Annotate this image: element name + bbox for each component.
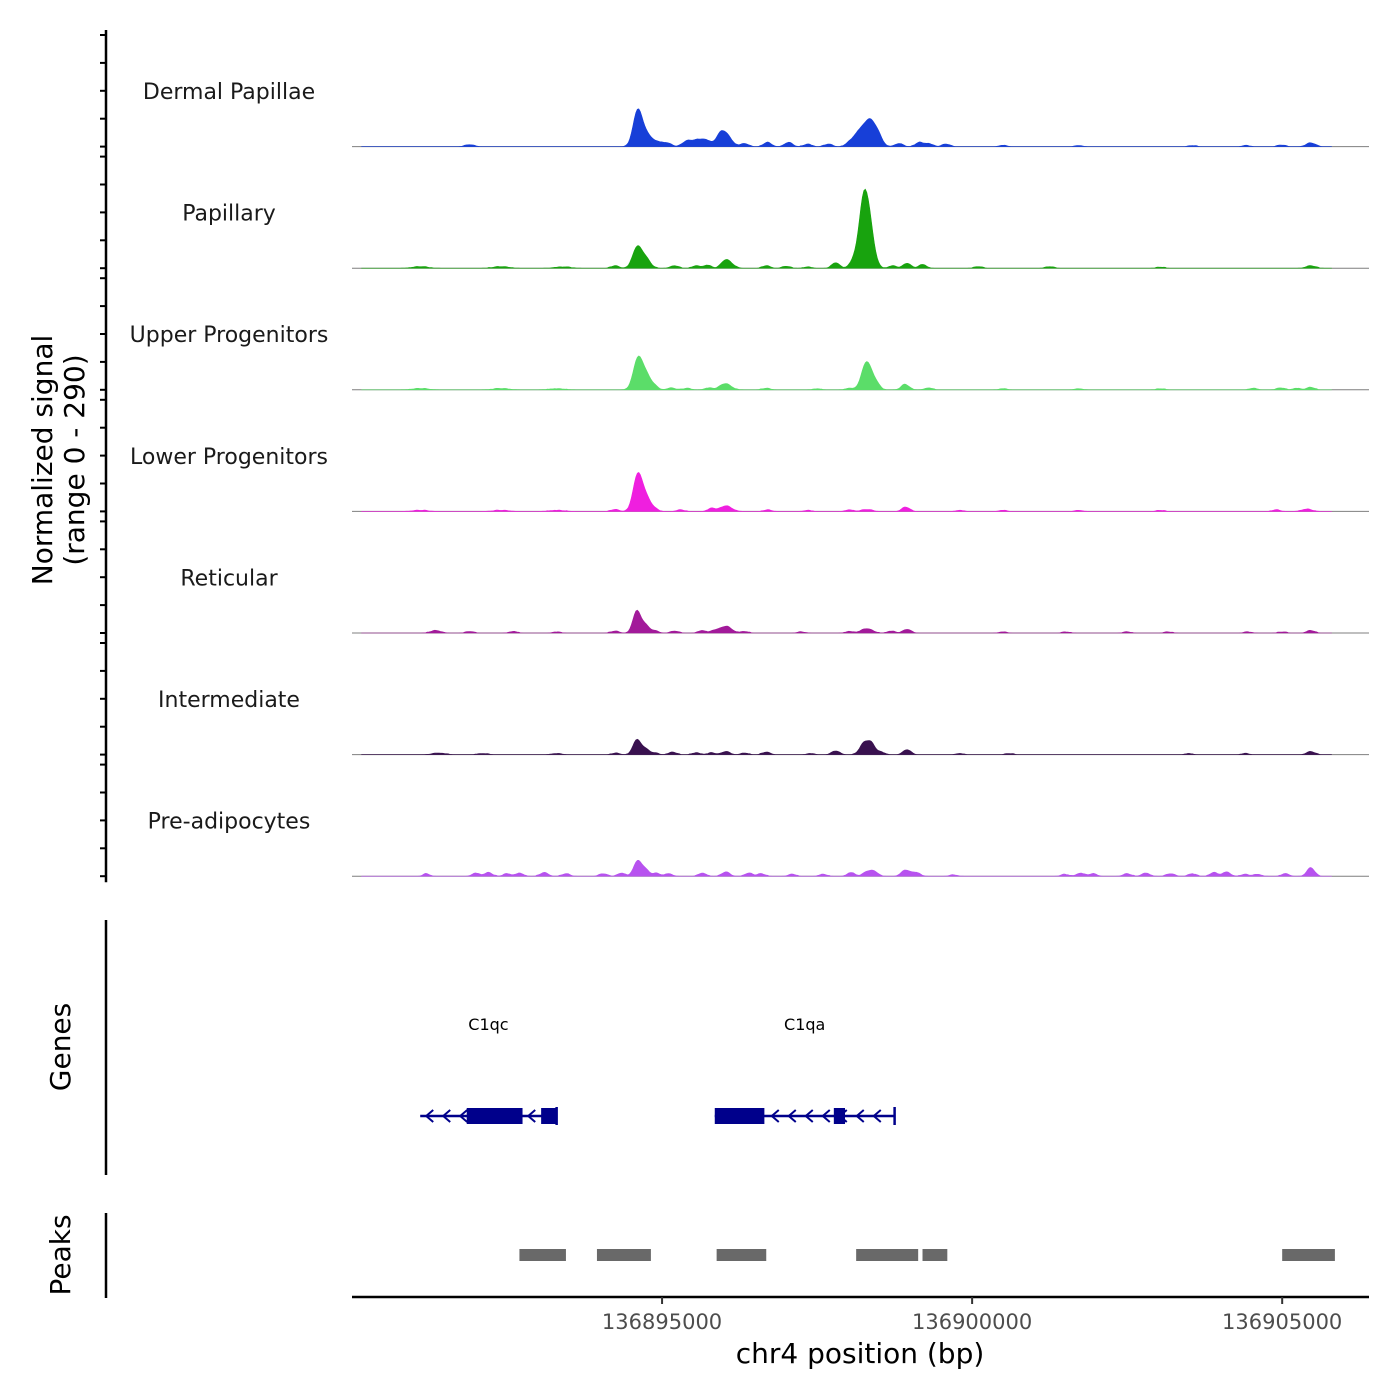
strand-arrow: [770, 1109, 780, 1123]
track-reticular: Reticular: [100, 520, 1369, 634]
peak-region: [596, 1249, 651, 1261]
track-label-reticular: Reticular: [180, 566, 278, 591]
peak-region: [519, 1249, 566, 1261]
track-label-papillary: Papillary: [182, 202, 276, 227]
peak-region: [856, 1249, 919, 1261]
x-axis-title: chr4 position (bp): [736, 1337, 985, 1370]
signal-area-papillary: [361, 188, 1332, 269]
track-intermediate: Intermediate: [100, 642, 1369, 756]
strand-arrow: [526, 1109, 536, 1123]
gene-label: C1qa: [784, 1015, 825, 1034]
gene-label: C1qc: [468, 1015, 508, 1034]
peaks-track: [519, 1249, 1335, 1261]
peaks-track-title: Peaks: [44, 1214, 77, 1295]
strand-arrow: [458, 1109, 468, 1123]
track-upper-progenitors: Upper Progenitors: [100, 277, 1369, 391]
track-lower-progenitors: Lower Progenitors: [100, 398, 1369, 513]
gene-c1qc: C1qc: [420, 1015, 558, 1125]
signal-area-pre-adipocytes: [361, 859, 1332, 877]
strand-arrow: [804, 1109, 814, 1123]
strand-arrow: [821, 1109, 831, 1123]
track-label-intermediate: Intermediate: [158, 688, 300, 713]
peak-region: [1282, 1249, 1335, 1261]
genes-track: C1qc C1qa: [420, 1015, 896, 1125]
signal-tracks: Dermal Papillae Papillary Upper Progenitor…: [100, 30, 1369, 883]
signal-area-upper-progenitors: [361, 355, 1332, 391]
signal-area-dermal-papillae: [361, 108, 1332, 147]
peak-region: [922, 1249, 948, 1261]
genes-track-title: Genes: [44, 1003, 77, 1091]
signal-area-reticular: [361, 609, 1332, 634]
strand-arrow: [424, 1109, 434, 1123]
gene-exon: [714, 1108, 765, 1124]
y-axis-title-line1: Normalized signal: [26, 335, 59, 586]
y-axis-title-line2: (range 0 - 290): [58, 354, 91, 565]
track-label-pre-adipocytes: Pre-adipocytes: [148, 810, 311, 835]
strand-arrow: [441, 1109, 451, 1123]
track-label-upper-progenitors: Upper Progenitors: [130, 323, 329, 348]
track-pre-adipocytes: Pre-adipocytes: [100, 763, 1369, 878]
x-tick-label: 136895000: [602, 1310, 722, 1334]
x-tick-label: 136905000: [1222, 1310, 1342, 1334]
x-tick-label: 136900000: [912, 1310, 1032, 1334]
track-dermal-papillae: Dermal Papillae: [100, 34, 1369, 148]
gene-exon: [541, 1108, 557, 1124]
signal-area-intermediate: [361, 738, 1332, 755]
gene-exon: [833, 1108, 845, 1124]
gene-c1qa: C1qa: [714, 1015, 896, 1125]
signal-area-lower-progenitors: [361, 472, 1332, 512]
x-axis-ticks: 136895000 136900000 136905000: [602, 1297, 1342, 1334]
track-papillary: Papillary: [100, 155, 1369, 270]
strand-arrow: [872, 1109, 882, 1123]
strand-arrow: [855, 1109, 865, 1123]
peak-region: [716, 1249, 767, 1261]
gene-exon: [466, 1108, 523, 1124]
track-label-lower-progenitors: Lower Progenitors: [130, 445, 328, 470]
strand-arrow: [787, 1109, 797, 1123]
track-label-dermal-papillae: Dermal Papillae: [143, 80, 315, 105]
